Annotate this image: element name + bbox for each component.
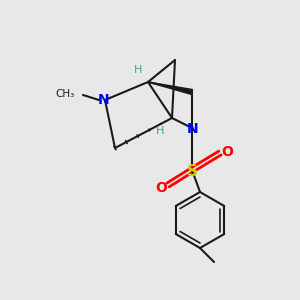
Text: S: S xyxy=(187,164,197,178)
Text: CH₃: CH₃ xyxy=(56,89,75,99)
Text: H: H xyxy=(134,65,142,75)
Text: O: O xyxy=(221,145,233,159)
Text: H: H xyxy=(156,126,164,136)
Text: N: N xyxy=(187,122,199,136)
Polygon shape xyxy=(148,82,193,94)
Text: N: N xyxy=(98,93,110,107)
Text: O: O xyxy=(155,181,167,195)
